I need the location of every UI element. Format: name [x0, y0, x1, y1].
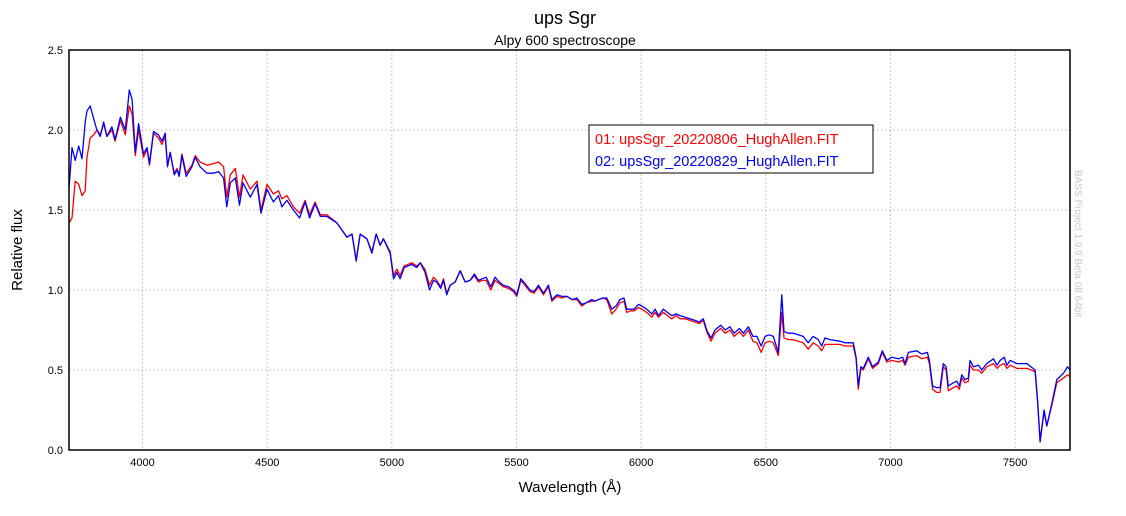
y-tick-label: 0.0 [48, 445, 63, 457]
x-axis-label: Wavelength (Å) [519, 479, 622, 496]
x-tick-label: 7500 [1003, 457, 1027, 469]
y-tick-label: 1.5 [48, 205, 63, 217]
series-line-2 [68, 89, 1071, 443]
series-line-1 [68, 105, 1071, 442]
x-tick-label: 4500 [255, 457, 279, 469]
x-tick-label: 6000 [629, 457, 653, 469]
x-tick-label: 6500 [754, 457, 778, 469]
legend: 01: upsSgr_20220806_HughAllen.FIT 02: up… [588, 124, 874, 174]
grid-lines [69, 49, 1070, 451]
x-tick-label: 7000 [878, 457, 902, 469]
legend-box [588, 124, 874, 174]
x-tick-label: 4000 [130, 457, 154, 469]
series-lines [68, 89, 1071, 443]
chart-subtitle: Alpy 600 spectroscope [494, 32, 636, 48]
watermark: BASS Project 1.9.9 Beta 08 64bit [1072, 170, 1083, 318]
chart-title: ups Sgr [534, 8, 596, 28]
y-tick-label: 2.0 [48, 125, 63, 137]
y-tick-label: 0.5 [48, 365, 63, 377]
y-axis-ticks: 0.0 0.5 1.0 1.5 2.0 2.5 [48, 45, 63, 457]
legend-entry-2: 02: upsSgr_20220829_HughAllen.FIT [595, 154, 839, 170]
x-tick-label: 5500 [504, 457, 528, 469]
y-axis-label: Relative flux [9, 209, 26, 291]
x-axis-ticks: 4000 4500 5000 5500 6000 6500 7000 7500 [130, 457, 1027, 469]
plot-frame [68, 49, 1071, 451]
legend-entry-1: 01: upsSgr_20220806_HughAllen.FIT [595, 132, 839, 148]
y-tick-label: 1.0 [48, 285, 63, 297]
y-tick-label: 2.5 [48, 45, 63, 57]
x-tick-label: 5000 [380, 457, 404, 469]
